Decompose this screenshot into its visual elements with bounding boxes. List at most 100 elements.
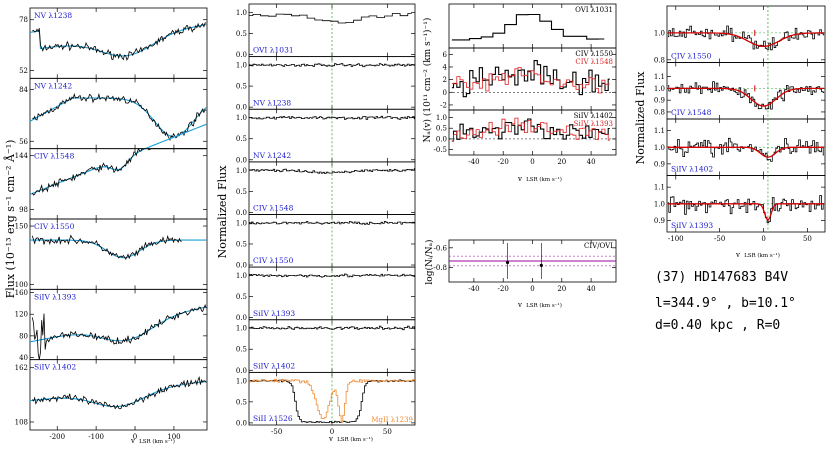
model-panel-1-ytick-label: 1.0 — [654, 29, 665, 37]
flux-panel-4-spectrum — [31, 234, 182, 260]
coldens-panel-3-xtick-label: 40 — [587, 158, 596, 166]
flux-ylabel: Flux (10⁻¹³ erg s⁻¹ cm⁻² Å⁻¹) — [3, 140, 17, 299]
coldens-panel-3-ytick-label: 0.0 — [436, 135, 447, 143]
norm-xlabel: v — [328, 435, 333, 443]
ratio-xlabel-units: LSR (km s⁻¹) — [526, 302, 562, 309]
norm-panel-2-label: NV λ1238 — [253, 98, 291, 107]
flux-panel-2-ytick-label: 84 — [19, 86, 28, 94]
coldens-panel-3-ytick-label: 1.0 — [436, 114, 447, 122]
coldens-xlabel-units: LSR (km s⁻¹) — [526, 176, 562, 183]
model-panel-1-model — [667, 32, 825, 47]
norm-panel-5-ytick-label: 1.0 — [236, 219, 247, 227]
norm-panel-4-label: CIV λ1548 — [253, 204, 294, 213]
flux-panel-1-ytick-label: 78 — [19, 16, 28, 24]
flux-panel-1-label: NV λ1238 — [34, 11, 72, 20]
model-xlabel: v — [735, 251, 740, 259]
coldens-panel-2-series-1 — [451, 60, 610, 98]
model-panel-4-ytick-label: 1.0 — [654, 200, 665, 208]
ratio-panel-ytick-label: -0.8 — [434, 264, 448, 272]
norm-panel-8-ytick-label: 0.5 — [236, 398, 247, 406]
norm-panel-1-ytick-label: 1.0 — [236, 9, 247, 17]
coldens-panel-3-ytick-label: -0.5 — [434, 146, 448, 154]
model-panel-4-model — [667, 203, 825, 222]
norm-panel-7-ytick-label: 0.5 — [236, 346, 247, 354]
norm-panel-1-spectrum — [249, 13, 412, 24]
model-ylabel: Normalized Flux — [634, 71, 647, 165]
norm-panel-2-ytick-label: 0.0 — [236, 104, 247, 112]
model-panel-1-label: CIV λ1550 — [671, 52, 712, 61]
model-panel-4-ytick-label: 1.1 — [654, 184, 665, 192]
coldens-panel-3-label-1: SiIV λ1402 — [574, 112, 613, 120]
norm-ylabel: Normalized Flux — [216, 165, 229, 259]
model-panel-4-spectrum — [667, 195, 825, 224]
norm-panel-2-ytick-label: 1.0 — [236, 62, 247, 70]
norm-panel-7-label: SiIV λ1402 — [253, 361, 295, 370]
flux-panel-3-continuum — [29, 123, 207, 195]
ratio-xlabel: v — [517, 301, 522, 309]
coldens-panel-2-ytick-label: 2 — [443, 76, 447, 84]
model-panel-3-model — [667, 146, 825, 158]
model-panel-2-ytick-label: 0.9 — [654, 97, 665, 105]
model-panel-3-ytick-label: 1.1 — [654, 127, 665, 135]
norm-panel-6-ytick-label: 0.0 — [236, 314, 247, 322]
norm-panel-8-ytick-label: 1.0 — [236, 377, 247, 385]
flux-panel-3-label: CIV λ1548 — [34, 152, 75, 161]
ratio-panel-xtick-label: 20 — [557, 285, 566, 293]
norm-panel-6-ytick-label: 1.0 — [236, 272, 247, 280]
norm-panel-8-xtick-label: 0 — [330, 428, 334, 436]
model-panel-4-ytick-label: 0.9 — [654, 217, 665, 225]
model-panel-4-xtick-label: 50 — [803, 235, 812, 243]
norm-xlabel-units: LSR (km s⁻¹) — [337, 436, 373, 443]
flux-panel-4-ytick-label: 150 — [15, 223, 28, 231]
coldens-panel-2-ytick-label: -2 — [440, 101, 447, 109]
coldens-panel-3-series-1 — [451, 118, 610, 142]
coldens-panel-2-ytick-label: 4 — [443, 63, 448, 71]
norm-panel-8-xtick-label: -50 — [271, 428, 282, 436]
norm-panel-1-label: OVI λ1031 — [253, 46, 294, 55]
flux-panel-3-ytick-label: 98 — [19, 206, 28, 214]
norm-panel-6-ytick-label: 0.5 — [236, 293, 247, 301]
ratio-panel-xtick-label: -40 — [468, 285, 479, 293]
coldens-panel-3-ytick-label: 0.5 — [436, 125, 447, 133]
flux-panel-4-label: CIV λ1550 — [34, 222, 75, 231]
ratio-label: CIV/OVI — [584, 242, 613, 250]
norm-panel-4-ytick-label: 0.0 — [236, 209, 247, 217]
norm-panel-3-ytick-label: 0.5 — [236, 135, 247, 143]
ratio-panel-ytick-label: -0.6 — [434, 244, 448, 252]
norm-panel-7-spectrum — [249, 325, 415, 331]
norm-panel-5-ytick-label: 0.0 — [236, 262, 247, 270]
norm-panel-8-label: SiII λ1526 — [253, 414, 293, 423]
flux-panel-6-xtick-label: -100 — [88, 433, 104, 441]
norm-panel-7-ytick-label: 0.0 — [236, 367, 247, 375]
flux-panel-6-xtick-label: -200 — [49, 433, 65, 441]
flux-panel-2-ytick-label: 56 — [19, 138, 28, 146]
flux-panel-6-ytick-label: 108 — [15, 418, 28, 426]
flux-panel-3-spectrum — [31, 147, 207, 196]
star-distance: d=0.40 kpc , R=0 — [655, 318, 781, 333]
coldens-panel-3-series-2 — [451, 117, 610, 142]
model-panel-3-ytick-label: 0.9 — [654, 160, 665, 168]
coldens-ylabel: Nₐ(v) (10¹¹ cm⁻² (km s⁻¹)⁻¹) — [422, 18, 433, 143]
model-panel-2-ytick-label: 1.0 — [654, 85, 665, 93]
model-panel-2-ytick-label: 0.8 — [654, 108, 665, 116]
ratio-point-2 — [539, 263, 543, 267]
flux-panel-6-xtick-label: 100 — [167, 433, 180, 441]
norm-panel-4-ytick-label: 0.5 — [236, 188, 247, 196]
model-panel-2-label: CIV λ1548 — [671, 108, 712, 117]
norm-panel-8-overlay-label: MgII λ1239 — [371, 416, 413, 424]
norm-panel-3-label: NV λ1242 — [253, 151, 291, 160]
flux-panel-5-ytick-label: 120 — [15, 311, 28, 319]
flux-panel-3-ytick-label: 144 — [15, 152, 29, 160]
ratio-ylabel: log(Nᵢ/Nₐ) — [424, 239, 435, 284]
model-panel-4-xtick-label: 0 — [761, 235, 765, 243]
flux-panel-5-ytick-label: 80 — [19, 332, 28, 340]
model-panel-3-label: SiIV λ1402 — [671, 165, 713, 174]
ratio-panel-xtick-label: -20 — [498, 285, 509, 293]
norm-panel-6-label: SiIV λ1393 — [253, 309, 295, 318]
norm-panel-5-label: CIV λ1550 — [253, 256, 294, 265]
flux-panel-2-label: NV λ1242 — [34, 81, 72, 90]
flux-panel-6-frame — [29, 359, 208, 431]
coldens-panel-2-label-1: CIV λ1550 — [575, 50, 613, 58]
model-panel-3-ytick-label: 1.0 — [654, 144, 665, 152]
